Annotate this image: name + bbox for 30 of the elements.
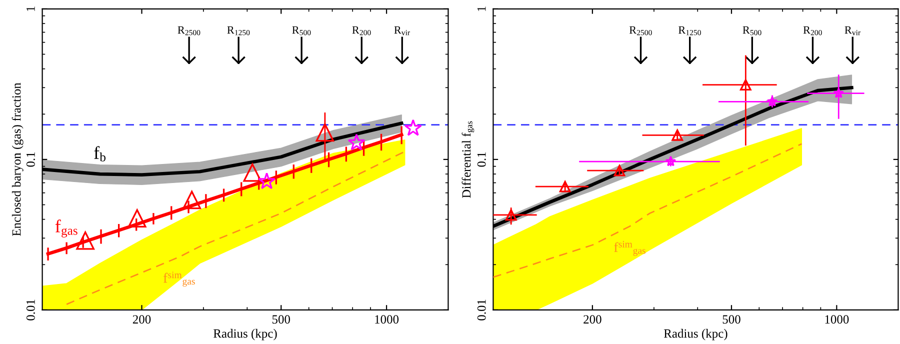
y-tick-label: 1 (477, 6, 486, 11)
y-axis-title: Differential f$_{gas}$ (462, 121, 474, 198)
series-label: f$_{b}$ (94, 146, 106, 162)
series-label: f$^{sim}$$_{gas}$ (163, 272, 195, 287)
y-axis-title: Enclosed baryon (gas) fraction (12, 82, 24, 236)
x-tick-label: 1000 (375, 315, 399, 324)
y-tick-label: 0.01 (477, 300, 486, 320)
x-axis-title: Radius (kpc) (214, 328, 277, 340)
ref-line-label: R$_{1250}$ (678, 26, 701, 36)
x-tick-label: 1000 (825, 315, 849, 324)
ref-line-label: R$_{500}$ (292, 26, 311, 36)
ref-line-label: R$_{vir}$ (844, 26, 860, 36)
y-tick-label: 0.1 (477, 152, 486, 167)
series-label: f$_{gas}$ (55, 220, 78, 238)
y-tick-label: 0.01 (26, 300, 35, 320)
ref-line-label: R$_{1250}$ (227, 26, 250, 36)
ref-line-label: R$_{500}$ (742, 26, 762, 36)
ref-line-label: R$_{2500}$ (629, 26, 652, 36)
ref-line-label: R$_{2500}$ (178, 26, 200, 36)
ref-line-label: R$_{200}$ (803, 26, 822, 36)
x-tick-label: 500 (722, 315, 740, 324)
x-axis-title: Radius (kpc) (664, 328, 728, 340)
x-tick-label: 200 (584, 315, 602, 324)
x-tick-label: 200 (132, 315, 151, 324)
x-tick-label: 500 (272, 315, 290, 324)
y-tick-label: 1 (26, 6, 35, 11)
ref-line-label: R$_{200}$ (352, 26, 371, 36)
series-label: f$^{sim}$$_{gas}$ (614, 240, 646, 256)
y-tick-label: 0.1 (26, 152, 35, 167)
ref-line-label: R$_{vir}$ (394, 26, 410, 36)
